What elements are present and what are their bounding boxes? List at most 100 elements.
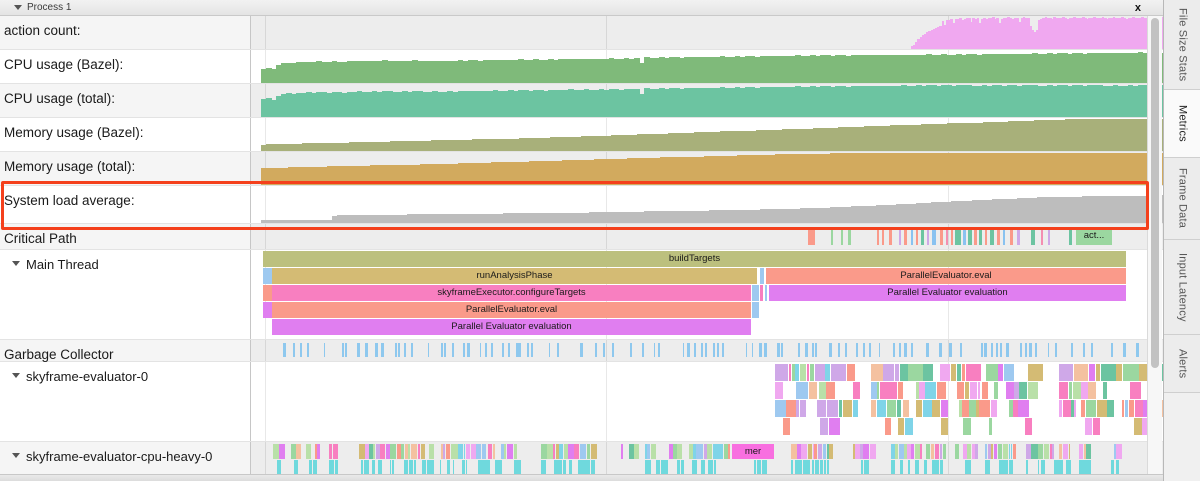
- flame-block[interactable]: [513, 460, 516, 475]
- flame-block[interactable]: [923, 400, 933, 417]
- flame-block[interactable]: [939, 364, 951, 381]
- flame-block[interactable]: [692, 444, 697, 459]
- track-action-count[interactable]: action count:: [0, 16, 1163, 50]
- flame-block[interactable]: [1088, 382, 1097, 399]
- flame-block[interactable]: [919, 382, 925, 399]
- flame-block[interactable]: [499, 460, 502, 475]
- flame-block[interactable]: [904, 444, 907, 459]
- flame-block[interactable]: [971, 444, 975, 459]
- critical-path-slice[interactable]: [848, 228, 851, 245]
- flame-block[interactable]: [574, 444, 580, 459]
- flame-block[interactable]: [1006, 460, 1009, 475]
- flame-block[interactable]: [911, 444, 914, 459]
- flame-block[interactable]: [969, 400, 976, 417]
- lane-action-count[interactable]: [251, 16, 1163, 49]
- track-main-thread[interactable]: Main Thread buildTargets runAnalysisPhase P…: [0, 250, 1163, 340]
- critical-path-slice[interactable]: [911, 228, 913, 245]
- flame-block[interactable]: [713, 460, 717, 475]
- flame-block[interactable]: [429, 460, 435, 475]
- flame-block[interactable]: [775, 382, 784, 399]
- flame-block[interactable]: [818, 382, 826, 399]
- flame-block[interactable]: [713, 444, 718, 459]
- flame-block[interactable]: [629, 444, 634, 459]
- flame-block[interactable]: [783, 418, 790, 435]
- flame-block[interactable]: [689, 444, 693, 459]
- flame-block[interactable]: [1019, 382, 1027, 399]
- track-memory-usage-bazel[interactable]: Memory usage (Bazel):: [0, 118, 1163, 152]
- flame-block[interactable]: [880, 382, 889, 399]
- flame-block[interactable]: [979, 400, 991, 417]
- tab-file-size-stats[interactable]: File Size Stats: [1164, 0, 1200, 90]
- flame-block[interactable]: [1073, 364, 1089, 381]
- tab-frame-data[interactable]: Frame Data: [1164, 158, 1200, 240]
- flame-block[interactable]: [940, 400, 948, 417]
- flame-block[interactable]: [964, 382, 969, 399]
- flame-block[interactable]: [696, 444, 703, 459]
- flame-block[interactable]: [804, 382, 809, 399]
- flame-block[interactable]: [676, 460, 680, 475]
- critical-path-slice[interactable]: act...: [1076, 228, 1112, 245]
- flame-block[interactable]: [1121, 400, 1124, 417]
- flame-block[interactable]: [1068, 444, 1071, 459]
- flame-block[interactable]: [568, 444, 574, 459]
- flame-block[interactable]: [1079, 444, 1084, 459]
- flame-block[interactable]: [404, 460, 409, 475]
- flame-block[interactable]: [998, 364, 1004, 381]
- critical-path-slice[interactable]: [951, 228, 953, 245]
- flame-block[interactable]: [363, 460, 369, 475]
- flame-block[interactable]: [788, 364, 792, 381]
- flame-block[interactable]: [962, 400, 970, 417]
- flame-block[interactable]: [854, 444, 861, 459]
- flame-block[interactable]: [861, 460, 864, 475]
- flame-block[interactable]: [988, 418, 993, 435]
- flame-block[interactable]: [997, 444, 1003, 459]
- flame-block[interactable]: [990, 444, 994, 459]
- flame-block[interactable]: [975, 444, 978, 459]
- flame-block[interactable]: [756, 460, 761, 475]
- flame-block[interactable]: [871, 364, 883, 381]
- flame-block[interactable]: [816, 400, 827, 417]
- flame-block[interactable]: [932, 400, 940, 417]
- flame-block[interactable]: [1129, 382, 1134, 399]
- flame-block[interactable]: [867, 460, 870, 475]
- flame-block[interactable]: [1024, 418, 1032, 435]
- flame-block[interactable]: [454, 444, 458, 459]
- critical-path-slice[interactable]: [877, 228, 879, 245]
- flame-block[interactable]: [760, 268, 764, 284]
- flame-block[interactable]: [943, 444, 947, 459]
- flame-block[interactable]: [1097, 400, 1107, 417]
- flame-block[interactable]: [329, 460, 334, 475]
- flame-block[interactable]: [985, 460, 991, 475]
- flame-block[interactable]: [882, 364, 895, 381]
- flame-block[interactable]: [364, 444, 369, 459]
- flame-block[interactable]: [897, 382, 904, 399]
- flame-block[interactable]: [819, 460, 824, 475]
- flame-block[interactable]: skyframeExecutor.configureTargets: [272, 285, 751, 301]
- lane-skyframe-evaluator-cpu-heavy-0[interactable]: mer: [251, 442, 1163, 480]
- flame-block[interactable]: [814, 364, 825, 381]
- flame-block[interactable]: [827, 400, 838, 417]
- flame-block[interactable]: [1014, 382, 1019, 399]
- flame-block[interactable]: [1012, 444, 1017, 459]
- critical-path-slice[interactable]: [904, 228, 907, 245]
- critical-path-slice[interactable]: [990, 228, 994, 245]
- flame-block[interactable]: [1116, 444, 1122, 459]
- flame-block[interactable]: [1116, 460, 1119, 475]
- flame-block[interactable]: [417, 444, 421, 459]
- flame-block[interactable]: [908, 364, 923, 381]
- flame-block[interactable]: [1040, 460, 1046, 475]
- flame-block[interactable]: [359, 444, 365, 459]
- flame-block[interactable]: [1123, 364, 1139, 381]
- flame-block[interactable]: buildTargets: [263, 251, 1126, 267]
- flame-block[interactable]: [470, 444, 476, 459]
- chevron-down-icon[interactable]: [12, 453, 20, 458]
- flame-block[interactable]: [1052, 444, 1054, 459]
- flame-block[interactable]: [894, 364, 900, 381]
- flame-block[interactable]: ParallelEvaluator.eval: [272, 302, 751, 318]
- flame-block[interactable]: [807, 460, 810, 475]
- flame-block[interactable]: [934, 444, 939, 459]
- critical-path-slice[interactable]: [927, 228, 929, 245]
- flame-block[interactable]: [1116, 364, 1123, 381]
- flame-block[interactable]: [541, 444, 547, 459]
- flame-block[interactable]: [957, 364, 962, 381]
